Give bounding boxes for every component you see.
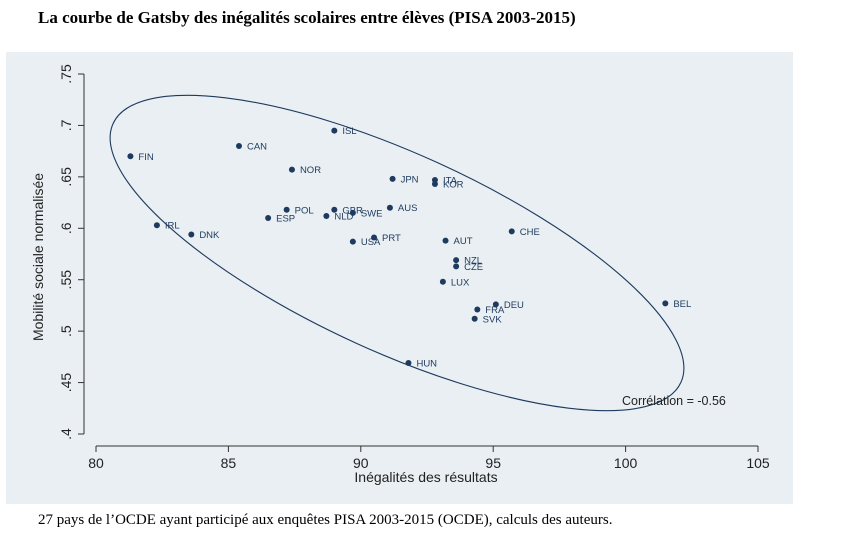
y-tick-label: .55 xyxy=(58,270,74,290)
point-label-cze: CZE xyxy=(464,262,483,273)
confidence-ellipse xyxy=(109,94,685,412)
point-label-aus: AUS xyxy=(398,203,418,214)
point-label-jpn: JPN xyxy=(401,174,419,185)
data-points: FINIRLDNKCANESPPOLNORNLDGBRISLSWEUSAPRTJ… xyxy=(127,126,691,370)
x-tick-label: 80 xyxy=(88,455,104,471)
x-tick-label: 85 xyxy=(221,455,237,471)
data-point-esp xyxy=(265,215,272,221)
point-label-bel: BEL xyxy=(673,299,691,310)
point-label-aut: AUT xyxy=(454,236,473,247)
data-point-usa xyxy=(349,238,356,245)
x-tick-label: 105 xyxy=(746,455,770,471)
point-label-isl: ISL xyxy=(342,126,356,137)
y-tick-label: .75 xyxy=(58,64,74,84)
point-label-esp: ESP xyxy=(276,214,295,225)
data-point-dnk xyxy=(188,231,195,238)
data-point-isl xyxy=(331,127,338,134)
data-point-fin xyxy=(127,153,134,160)
point-label-nor: NOR xyxy=(300,165,321,176)
data-point-che xyxy=(508,228,515,235)
point-label-fra: FRA xyxy=(485,305,505,316)
data-point-aus xyxy=(386,204,393,211)
data-point-pol xyxy=(283,206,290,213)
data-point-jpn xyxy=(389,175,396,182)
data-point-nor xyxy=(288,166,295,173)
data-point-prt xyxy=(371,234,378,241)
point-label-usa: USA xyxy=(361,237,381,248)
x-tick-label: 90 xyxy=(353,455,369,471)
data-point-kor xyxy=(431,181,438,188)
data-point-aut xyxy=(442,237,449,244)
y-tick-label: .7 xyxy=(58,119,74,131)
point-label-irl: IRL xyxy=(165,221,180,232)
page-title: La courbe de Gatsby des inégalités scola… xyxy=(38,8,576,27)
point-label-kor: KOR xyxy=(443,180,464,191)
data-point-hun xyxy=(405,360,412,367)
data-point-bel xyxy=(662,300,669,307)
y-tick-label: .65 xyxy=(58,167,74,187)
point-label-dnk: DNK xyxy=(199,230,220,241)
data-point-gbr xyxy=(331,206,338,213)
data-point-nld xyxy=(323,212,330,219)
confidence-ellipse-layer xyxy=(109,94,685,412)
y-tick-label: .5 xyxy=(58,325,74,337)
y-tick-label: .45 xyxy=(58,373,74,393)
data-point-deu xyxy=(492,301,499,308)
correlation-annotation: Corrélation = -0.56 xyxy=(622,394,726,408)
y-tick-label: .6 xyxy=(58,222,74,234)
point-label-nld: NLD xyxy=(334,211,353,222)
point-label-che: CHE xyxy=(520,227,540,238)
figure-caption: 27 pays de l’OCDE ayant participé aux en… xyxy=(38,512,613,528)
data-point-swe xyxy=(349,209,356,216)
point-label-fin: FIN xyxy=(138,152,153,163)
chart-panel xyxy=(6,52,793,504)
y-tick-label: .4 xyxy=(58,428,74,440)
data-point-irl xyxy=(153,222,160,229)
x-tick-label: 95 xyxy=(485,455,501,471)
data-point-svk xyxy=(471,315,478,322)
chart-axes: 80 85 90 95 100 105 .4 .45 .5 .55 .6 .65 .7 .75 xyxy=(58,64,770,471)
x-axis-label: Inégalités des résultats xyxy=(354,469,497,485)
data-point-ita xyxy=(431,176,438,183)
point-label-deu: DEU xyxy=(504,300,524,311)
point-label-lux: LUX xyxy=(451,277,470,288)
data-point-can xyxy=(235,143,242,149)
point-label-hun: HUN xyxy=(416,359,437,370)
data-point-fra xyxy=(474,306,481,313)
data-point-nzl xyxy=(453,257,460,264)
data-point-lux xyxy=(439,278,446,285)
data-point-cze xyxy=(453,263,460,270)
point-label-swe: SWE xyxy=(361,208,383,219)
x-tick-label: 100 xyxy=(614,455,638,471)
point-label-pol: POL xyxy=(295,205,314,216)
point-label-nzl: NZL xyxy=(464,256,482,267)
point-label-ita: ITA xyxy=(443,175,458,186)
point-label-can: CAN xyxy=(247,142,267,153)
point-label-svk: SVK xyxy=(483,314,503,325)
point-label-prt: PRT xyxy=(382,233,401,244)
y-axis-label: Mobilité sociale normalisée xyxy=(30,173,46,341)
